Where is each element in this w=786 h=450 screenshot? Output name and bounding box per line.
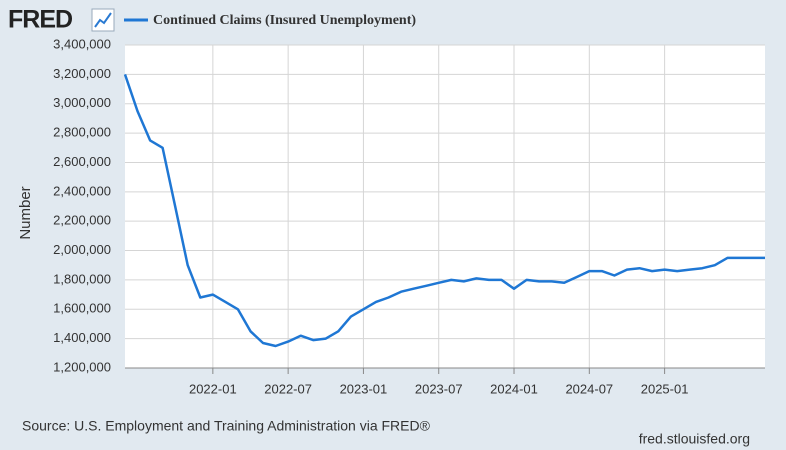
y-tick-label: 3,200,000	[53, 66, 111, 81]
x-tick-label: 2025-01	[641, 381, 689, 396]
x-tick-label: 2023-01	[340, 381, 388, 396]
y-tick-label: 2,400,000	[53, 183, 111, 198]
y-tick-label: 2,800,000	[53, 125, 111, 140]
y-tick-label: 1,400,000	[53, 330, 111, 345]
y-tick-label: 2,600,000	[53, 154, 111, 169]
plot-area	[125, 45, 765, 368]
legend-label: Continued Claims (Insured Unemployment)	[153, 13, 416, 28]
logo-icon	[91, 8, 115, 32]
source: Source: U.S. Employment and Training Adm…	[22, 418, 431, 434]
site: fred.stlouisfed.org	[639, 431, 750, 447]
y-tick-label: 1,600,000	[53, 301, 111, 316]
y-tick-label: 2,200,000	[53, 213, 111, 228]
x-tick-label: 2022-01	[189, 381, 237, 396]
x-tick-label: 2024-07	[565, 381, 613, 396]
y-tick-label: 3,400,000	[53, 36, 111, 51]
series-line	[123, 73, 765, 348]
x-tick-label: 2022-07	[264, 381, 312, 396]
y-axis-label: Number	[17, 186, 34, 239]
logo: FRED	[8, 6, 72, 34]
y-tick-label: 1,800,000	[53, 271, 111, 286]
y-tick-label: 3,000,000	[53, 95, 111, 110]
y-tick-label: 1,200,000	[53, 359, 111, 374]
x-tick-label: 2023-07	[415, 381, 463, 396]
y-tick-label: 2,000,000	[53, 242, 111, 257]
x-tick-label: 2024-01	[490, 381, 538, 396]
